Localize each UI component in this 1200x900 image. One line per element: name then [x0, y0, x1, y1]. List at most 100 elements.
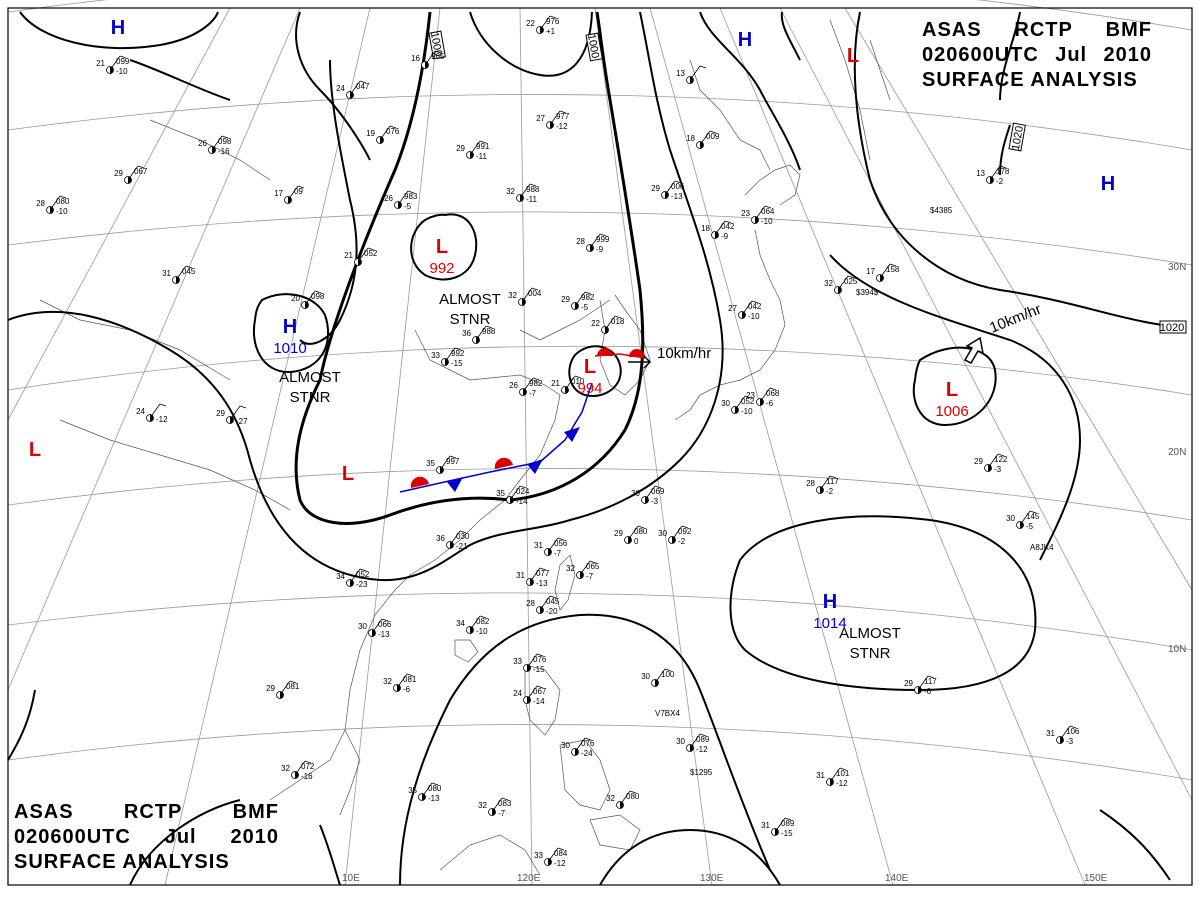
wind-barb-feather	[549, 15, 557, 19]
station-tendency: -13	[536, 579, 548, 588]
longitude-label: 150E	[1084, 873, 1108, 884]
station-temp: 32	[508, 291, 517, 300]
station-temp: 32	[281, 764, 290, 773]
wind-barb-feather	[559, 110, 567, 114]
station-temp: 21	[96, 59, 105, 68]
station-pressure: 009	[706, 132, 720, 141]
station-pressure: 025	[844, 277, 858, 286]
station-plot: 29 122-3	[974, 453, 1008, 474]
isobar	[7, 689, 36, 761]
low-pressure-center: L	[847, 45, 859, 67]
title-line-2: 020600UTC Jul 2010	[922, 43, 1152, 68]
station-plot: 28 080-10	[36, 195, 70, 216]
latitude-label: 10N	[1168, 644, 1186, 655]
wind-barb-feather	[406, 673, 414, 677]
station-plot: 29 006-13	[651, 180, 685, 201]
station-plot: 28 117-2	[806, 475, 839, 496]
station-temp: 29	[561, 295, 570, 304]
station-tendency: -14	[533, 697, 545, 706]
station-plot: 31 056-7	[534, 537, 568, 558]
cloud-cover	[398, 201, 402, 209]
isobar	[410, 213, 478, 281]
cloud-cover	[422, 793, 426, 801]
station-pressure: 988	[526, 185, 540, 194]
cloud-cover	[760, 398, 764, 406]
cloud-cover	[128, 176, 132, 184]
station-pressure: 083	[498, 799, 512, 808]
isobar	[1099, 809, 1171, 881]
cloud-cover	[440, 466, 444, 474]
cold-front-triangle	[447, 477, 463, 492]
station-plot: 29 982-5	[561, 291, 595, 312]
station-plot: 28 999-9	[576, 233, 610, 254]
station-temp: 28	[576, 237, 585, 246]
cloud-cover	[288, 196, 292, 204]
coastlines	[39, 19, 891, 876]
station-temp: 32	[566, 564, 575, 573]
station-temp: 17	[866, 267, 875, 276]
station-tendency: -12	[556, 122, 568, 131]
isobar	[295, 11, 371, 161]
wind-barb-feather	[185, 265, 193, 269]
station-pressure: 052	[364, 249, 378, 258]
station-temp: 33	[534, 851, 543, 860]
isobar-label-bg	[428, 30, 446, 60]
isobar	[7, 11, 724, 582]
station-tendency: -10	[748, 312, 760, 321]
station-plot: 21 010	[551, 375, 585, 394]
cloud-cover	[470, 626, 474, 634]
station-plot: 16 965	[411, 50, 445, 69]
title-month: Jul	[164, 826, 197, 848]
station-tendency: -5	[581, 303, 589, 312]
station-pressure: 045	[182, 267, 196, 276]
station-temp: 26	[384, 194, 393, 203]
wind-barb-feather	[999, 165, 1007, 169]
station-plot: 32 080	[606, 790, 640, 809]
station-tendency: -7	[529, 389, 537, 398]
station-plot: 32 988-11	[506, 183, 540, 204]
station-plot: 18 042-9	[701, 220, 735, 241]
station-pressure: 092	[678, 527, 692, 536]
stationary-front-line	[399, 382, 593, 493]
ship-callsign: V7BX4	[655, 709, 680, 718]
station-temp: 24	[336, 84, 345, 93]
station-plot: 23 068-6	[746, 387, 780, 408]
isobar	[129, 799, 241, 886]
station-pressure: 081	[286, 682, 300, 691]
station-temp: 29	[456, 144, 465, 153]
cloud-cover	[990, 176, 994, 184]
latitude-label: 20N	[1168, 447, 1186, 458]
isobar	[999, 124, 1011, 176]
fronts	[399, 336, 985, 493]
station-temp: 32	[606, 794, 615, 803]
station-tendency: -9	[721, 232, 729, 241]
station-plot: 30 145-5	[1006, 510, 1040, 531]
station-tendency: -6	[924, 687, 932, 696]
station-temp: 32	[478, 801, 487, 810]
station-plot: 13 178-2	[976, 165, 1010, 186]
cloud-cover	[700, 141, 704, 149]
station-tendency: -11	[526, 195, 538, 204]
station-temp: 23	[746, 391, 755, 400]
station-temp: 36	[436, 534, 445, 543]
station-pressure: 024	[516, 487, 530, 496]
latitude-line	[7, 724, 1193, 781]
longitude-line	[344, 7, 441, 886]
coastline	[374, 329, 561, 616]
station-plot: 30 076-24	[561, 737, 595, 758]
station-pressure: 106	[1066, 727, 1080, 736]
title-agency: ASAS	[922, 19, 982, 41]
station-tendency: -23	[356, 580, 368, 589]
station-pressure: 122	[994, 455, 1008, 464]
station-plot: 32 025	[824, 275, 858, 294]
cloud-cover	[1060, 736, 1064, 744]
title-block-bottom-left: ASAS RCTP BMF 020600UTC Jul 2010 SURFACE…	[14, 800, 279, 875]
title-block-top-right: ASAS RCTP BMF 020600UTC Jul 2010 SURFACE…	[922, 18, 1152, 93]
isobar	[599, 828, 781, 886]
cloud-cover	[672, 536, 676, 544]
station-temp: 30	[676, 737, 685, 746]
station-plot: 31 045	[162, 265, 196, 284]
station-tendency: -13	[378, 630, 390, 639]
cloud-cover	[150, 414, 154, 422]
wind-barb-feather	[847, 275, 855, 279]
